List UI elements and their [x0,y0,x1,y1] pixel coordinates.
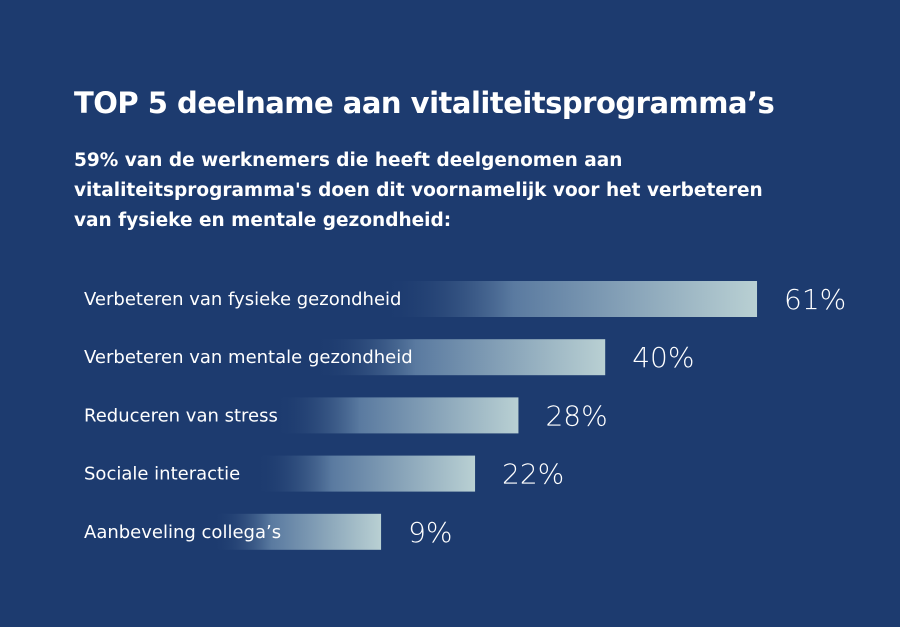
chart-title: TOP 5 deelname aan vitaliteitsprogramma’… [74,86,775,120]
value-label: 9% [408,516,452,549]
chart-subtitle: 59% van de werknemers die heeft deelgeno… [74,150,763,231]
bar [75,281,758,317]
value-label: 40% [632,341,694,374]
value-label: 22% [502,458,564,491]
bar [75,339,606,376]
value-label: 28% [545,399,607,432]
bar [75,455,476,492]
category-label: Aanbeveling collega’s [84,522,281,543]
bar [75,397,519,434]
value-label: 61% [784,283,846,316]
category-label: Verbeteren van mentale gezondheid [84,347,413,368]
bar [75,513,382,550]
category-label: Sociale interactie [84,464,240,485]
category-label: Verbeteren van fysieke gezondheid [84,289,401,310]
category-label: Reduceren van stress [84,405,278,426]
